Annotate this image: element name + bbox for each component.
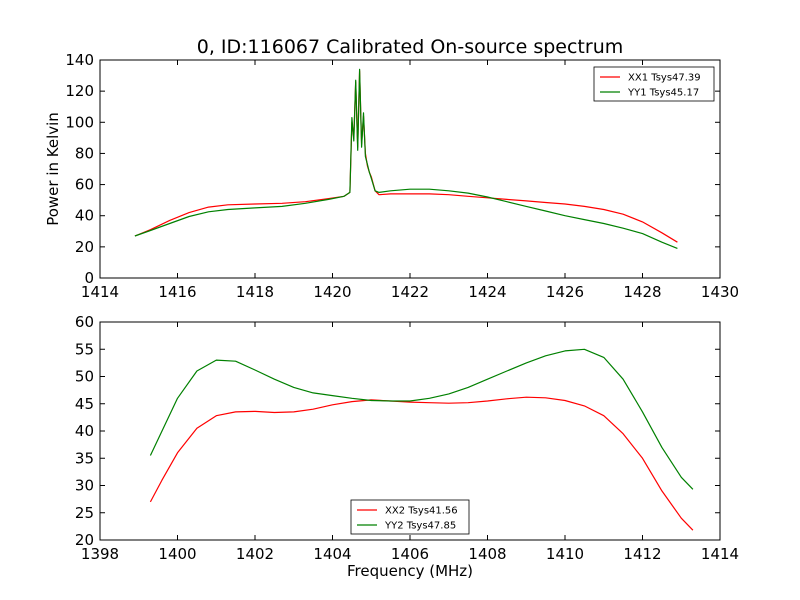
x-tick-label: 1402 — [236, 545, 274, 563]
y-tick-label: 35 — [75, 449, 94, 467]
x-tick-label: 1422 — [391, 283, 429, 301]
y-tick-label: 80 — [75, 144, 94, 162]
legend-box — [350, 499, 470, 535]
y-tick-label: 25 — [75, 504, 94, 522]
y-tick-label: 30 — [75, 477, 94, 495]
x-tick-label: 1398 — [81, 545, 119, 563]
y-tick-label: 50 — [75, 368, 94, 386]
y-tick-label: 20 — [75, 238, 94, 256]
bottom-spectrum-panel: 1398 1400 1402 1404 1406 1408 1410 1412 1414 20 25… — [75, 313, 739, 563]
x-tick-label: 1424 — [468, 283, 506, 301]
x-tick-label: 1416 — [158, 283, 196, 301]
y-tick-label: 40 — [75, 207, 94, 225]
legend-label: YY1 Tsys45.17 — [627, 88, 699, 99]
x-tick-label: 1400 — [158, 545, 196, 563]
y-tick-label: 120 — [65, 82, 94, 100]
x-tick-label: 1414 — [81, 283, 119, 301]
y-tick-label: 0 — [84, 269, 94, 287]
series-line-bottom-1 — [149, 396, 694, 531]
y-axis-label: Power in Kelvin — [44, 112, 62, 226]
x-tick-label: 1404 — [313, 545, 351, 563]
y-tick-label: 60 — [75, 176, 94, 194]
x-tick-label: 1426 — [546, 283, 584, 301]
series-line-bottom-2 — [149, 348, 694, 490]
x-tick-label: 1430 — [701, 283, 739, 301]
series-line-top-2 — [134, 68, 678, 249]
x-tick-label: 1406 — [391, 545, 429, 563]
x-tick-label: 1420 — [313, 283, 351, 301]
x-axis-label: Frequency (MHz) — [347, 562, 473, 580]
x-tick-label: 1418 — [236, 283, 274, 301]
y-tick-label: 140 — [65, 51, 94, 69]
legend-box — [593, 66, 715, 102]
y-tick-label: 45 — [75, 395, 94, 413]
y-tick-label: 55 — [75, 340, 94, 358]
legend-label: XX1 Tsys47.39 — [628, 73, 701, 84]
x-tick-label: 1410 — [546, 545, 584, 563]
top-spectrum-panel: 1414 1416 1418 1420 1422 1424 1426 1428 1430 0 20 4… — [65, 51, 739, 301]
y-tick-label: 60 — [75, 313, 94, 331]
x-tick-label: 1414 — [701, 545, 739, 563]
chart-title: 0, ID:116067 Calibrated On-source spectr… — [197, 36, 624, 58]
legend-label: YY2 Tsys47.85 — [384, 521, 456, 532]
legend-label: XX2 Tsys41.56 — [385, 506, 458, 517]
y-tick-label: 100 — [65, 113, 94, 131]
x-tick-label: 1412 — [623, 545, 661, 563]
y-tick-label: 40 — [75, 422, 94, 440]
x-tick-label: 1428 — [623, 283, 661, 301]
x-tick-label: 1408 — [468, 545, 506, 563]
y-tick-label: 20 — [75, 531, 94, 549]
